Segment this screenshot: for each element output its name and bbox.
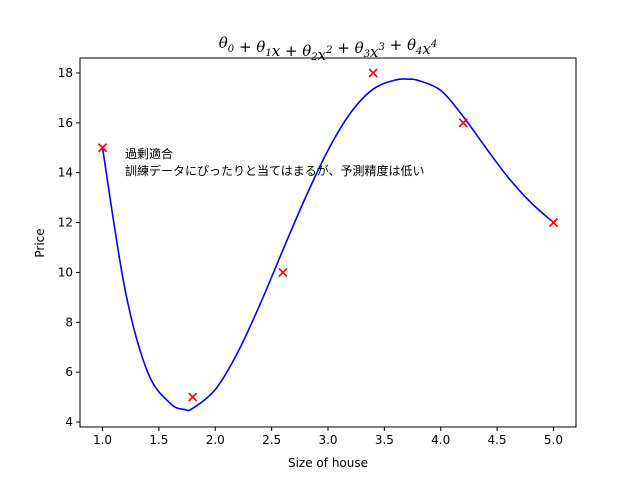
- title-subscript: 2: [310, 52, 317, 63]
- title-superscript: 2: [325, 45, 332, 56]
- y-tick-label: 16: [58, 116, 73, 130]
- title-operator: +: [234, 38, 256, 56]
- y-axis: 4 6 8 10 12 14 16 18: [58, 66, 80, 429]
- x-tick-label: 3.0: [318, 433, 337, 447]
- x-tick-label: 4.5: [488, 433, 507, 447]
- title-operator: +: [333, 39, 355, 57]
- y-tick-label: 8: [65, 315, 73, 329]
- x-tick-label: 1.0: [93, 433, 112, 447]
- fit-curve-layer: [101, 78, 554, 412]
- title-symbol: x: [318, 46, 327, 64]
- plot-area: [80, 58, 576, 427]
- x-tick-label: 5.0: [544, 433, 563, 447]
- marker-stroke: [368, 68, 378, 78]
- title-symbol: θ: [219, 34, 228, 52]
- y-axis-label: Price: [33, 228, 47, 257]
- x-tick-label: 1.5: [149, 433, 168, 447]
- title-subscript: 4: [415, 46, 422, 57]
- title-symbol: θ: [256, 38, 265, 56]
- annotation-line-1: 過剰適合: [125, 146, 173, 161]
- data-point-marker: [188, 392, 198, 402]
- title-symbol: x: [422, 40, 431, 58]
- title-operator: +: [385, 36, 407, 54]
- marker-stroke: [278, 267, 288, 278]
- annotation-line-2: 訓練データにぴったりと当てはまるが、予測精度は低い: [125, 163, 425, 178]
- y-tick-label: 10: [58, 265, 73, 279]
- title-subscript: 0: [228, 44, 235, 55]
- title-symbol: x: [370, 43, 379, 61]
- title-subscript: 3: [364, 49, 370, 60]
- title-operator: +: [280, 42, 302, 60]
- marker-stroke: [548, 217, 559, 228]
- x-tick-label: 4.0: [431, 433, 450, 447]
- marker-stroke: [188, 392, 198, 402]
- title-superscript: 3: [379, 42, 385, 53]
- data-point-marker: [458, 118, 468, 128]
- title-symbol: θ: [355, 39, 364, 57]
- x-tick-label: 3.5: [375, 433, 394, 447]
- x-axis: 1.0 1.5 2.0 2.5 3.0 3.5 4.0 4.5 5.0: [93, 427, 563, 447]
- title-symbol: x: [272, 42, 281, 60]
- y-tick-label: 6: [65, 365, 73, 379]
- x-tick-label: 2.0: [206, 433, 225, 447]
- y-tick-label: 12: [58, 216, 73, 230]
- y-tick-label: 14: [58, 166, 73, 180]
- data-points-layer: [97, 68, 559, 402]
- title-symbol: θ: [302, 42, 311, 60]
- title-symbol: θ: [407, 36, 416, 54]
- data-point-marker: [97, 143, 108, 153]
- title-subscript: 1: [265, 48, 271, 59]
- x-tick-label: 2.5: [262, 433, 281, 447]
- marker-stroke: [458, 118, 468, 128]
- chart-title: θ0 + θ1x + θ2x2 + θ3x3 + θ4x4: [219, 34, 437, 64]
- data-point-marker: [368, 68, 378, 78]
- marker-stroke: [97, 143, 108, 153]
- y-tick-label: 4: [65, 415, 73, 429]
- x-axis-label: Size of house: [288, 456, 368, 470]
- data-point-marker: [278, 267, 288, 278]
- y-tick-label: 18: [58, 66, 73, 80]
- fit-curve-line: [101, 78, 554, 412]
- data-point-marker: [548, 217, 559, 228]
- title-superscript: 4: [430, 39, 437, 50]
